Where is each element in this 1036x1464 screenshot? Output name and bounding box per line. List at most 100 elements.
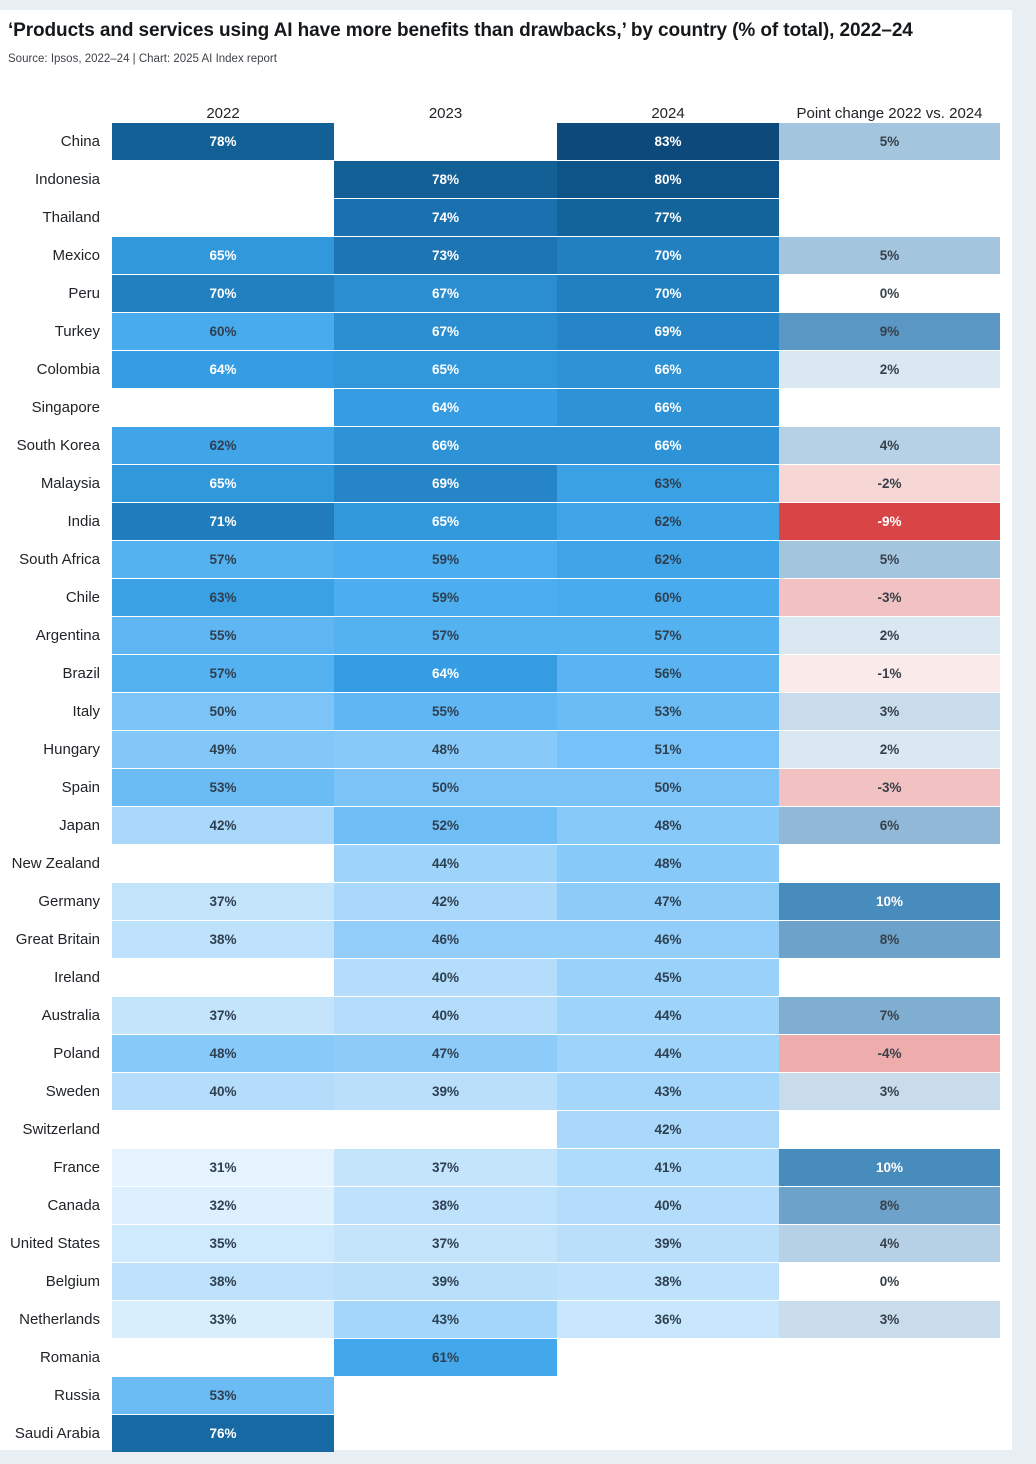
cell-2024: 66% xyxy=(557,389,779,426)
cell-2022: 53% xyxy=(112,1377,334,1414)
cell-2024: 44% xyxy=(557,1035,779,1072)
cell-2024: 53% xyxy=(557,693,779,730)
cell-2024: 46% xyxy=(557,921,779,958)
cell-2023: 64% xyxy=(334,389,557,426)
cell-point-change: 0% xyxy=(779,275,1000,312)
cell-2024: 57% xyxy=(557,617,779,654)
column-header-2024: 2024 xyxy=(651,105,685,122)
cell-point-change: -4% xyxy=(779,1035,1000,1072)
cell-point-change xyxy=(779,1339,1000,1376)
cell-2023: 48% xyxy=(334,731,557,768)
cell-point-change: 7% xyxy=(779,997,1000,1034)
cell-2023: 39% xyxy=(334,1073,557,1110)
table-row: Peru 70% 67% 70% 0% xyxy=(0,275,1000,312)
cell-point-change: -3% xyxy=(779,579,1000,616)
country-label: Netherlands xyxy=(19,1311,100,1328)
cell-2024: 66% xyxy=(557,427,779,464)
table-row: Belgium 38% 39% 38% 0% xyxy=(0,1263,1000,1300)
country-label: Singapore xyxy=(31,399,100,416)
column-header-point-change: Point change 2022 vs. 2024 xyxy=(796,105,983,122)
cell-2024: 43% xyxy=(557,1073,779,1110)
country-label: Malaysia xyxy=(40,475,100,492)
country-label: Ireland xyxy=(54,969,100,986)
cell-2023: 78% xyxy=(334,161,557,198)
country-label: Turkey xyxy=(54,323,100,340)
table-row: Hungary 49% 48% 51% 2% xyxy=(0,731,1000,768)
cell-2024: 47% xyxy=(557,883,779,920)
cell-point-change: 2% xyxy=(779,731,1000,768)
table-row: Turkey 60% 67% 69% 9% xyxy=(0,313,1000,350)
cell-point-change: 10% xyxy=(779,883,1000,920)
cell-point-change xyxy=(779,959,1000,996)
country-label: Thailand xyxy=(42,209,100,226)
cell-point-change xyxy=(779,1111,1000,1148)
table-row: Netherlands 33% 43% 36% 3% xyxy=(0,1301,1000,1338)
cell-2024: 38% xyxy=(557,1263,779,1300)
table-row: New Zealand 44% 48% xyxy=(0,845,1000,882)
country-label: Colombia xyxy=(36,361,100,378)
table-row: Australia 37% 40% 44% 7% xyxy=(0,997,1000,1034)
cell-2022: 40% xyxy=(112,1073,334,1110)
country-label: Hungary xyxy=(43,741,100,758)
cell-2024: 80% xyxy=(557,161,779,198)
cell-2024 xyxy=(557,1377,779,1414)
table-row: Germany 37% 42% 47% 10% xyxy=(0,883,1000,920)
cell-2024: 40% xyxy=(557,1187,779,1224)
cell-2022 xyxy=(112,389,334,426)
table-row: Great Britain 38% 46% 46% 8% xyxy=(0,921,1000,958)
cell-point-change xyxy=(779,161,1000,198)
cell-point-change xyxy=(779,199,1000,236)
cell-2024: 48% xyxy=(557,845,779,882)
column-header-2022: 2022 xyxy=(206,105,240,122)
country-label: Mexico xyxy=(52,247,100,264)
cell-2022: 60% xyxy=(112,313,334,350)
cell-2024 xyxy=(557,1339,779,1376)
country-label: South Africa xyxy=(19,551,100,568)
cell-2023: 46% xyxy=(334,921,557,958)
cell-2022 xyxy=(112,1111,334,1148)
cell-2023: 50% xyxy=(334,769,557,806)
cell-point-change xyxy=(779,1415,1000,1452)
country-label: Russia xyxy=(54,1387,100,1404)
cell-point-change: 2% xyxy=(779,351,1000,388)
cell-point-change: 9% xyxy=(779,313,1000,350)
cell-2023: 65% xyxy=(334,503,557,540)
table-row: Thailand 74% 77% xyxy=(0,199,1000,236)
country-label: New Zealand xyxy=(11,855,100,872)
column-header-spacer xyxy=(0,105,112,123)
cell-2024: 56% xyxy=(557,655,779,692)
table-row: Mexico 65% 73% 70% 5% xyxy=(0,237,1000,274)
table-row: Colombia 64% 65% 66% 2% xyxy=(0,351,1000,388)
cell-2022: 64% xyxy=(112,351,334,388)
cell-2022: 33% xyxy=(112,1301,334,1338)
column-header-row: 2022 2023 2024 Point change 2022 vs. 2024 xyxy=(0,105,1000,123)
table-row: Switzerland 42% xyxy=(0,1111,1000,1148)
cell-2024: 36% xyxy=(557,1301,779,1338)
cell-2024: 44% xyxy=(557,997,779,1034)
table-row: Brazil 57% 64% 56% -1% xyxy=(0,655,1000,692)
table-row: Chile 63% 59% 60% -3% xyxy=(0,579,1000,616)
cell-2022: 70% xyxy=(112,275,334,312)
country-label: Sweden xyxy=(45,1083,100,1100)
table-row: Ireland 40% 45% xyxy=(0,959,1000,996)
cell-2023: 39% xyxy=(334,1263,557,1300)
table-row: Italy 50% 55% 53% 3% xyxy=(0,693,1000,730)
cell-2022: 48% xyxy=(112,1035,334,1072)
table-row: Sweden 40% 39% 43% 3% xyxy=(0,1073,1000,1110)
cell-2023: 65% xyxy=(334,351,557,388)
country-label: Switzerland xyxy=(22,1121,100,1138)
country-label: Germany xyxy=(38,893,100,910)
table-row: Singapore 64% 66% xyxy=(0,389,1000,426)
cell-point-change: 5% xyxy=(779,237,1000,274)
cell-2023: 43% xyxy=(334,1301,557,1338)
cell-2024: 69% xyxy=(557,313,779,350)
country-label: Chile xyxy=(65,589,100,606)
heatmap-table: 2022 2023 2024 Point change 2022 vs. 2024 C… xyxy=(0,105,1000,1453)
column-header-2023: 2023 xyxy=(428,105,463,122)
cell-point-change: 8% xyxy=(779,1187,1000,1224)
cell-2023: 61% xyxy=(334,1339,557,1376)
table-row: Japan 42% 52% 48% 6% xyxy=(0,807,1000,844)
cell-2023: 42% xyxy=(334,883,557,920)
cell-2022: 63% xyxy=(112,579,334,616)
country-label: Saudi Arabia xyxy=(14,1425,100,1442)
